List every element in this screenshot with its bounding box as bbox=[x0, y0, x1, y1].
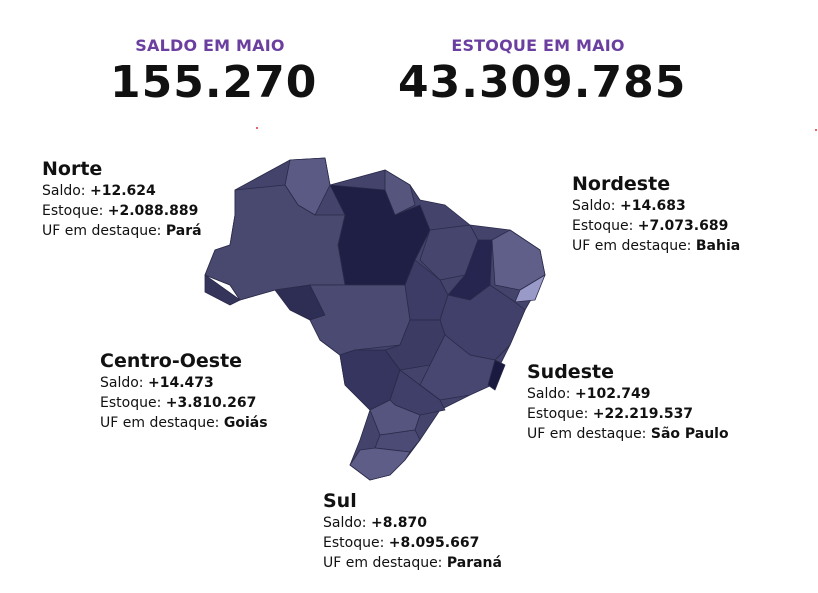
region-block: Nordeste Saldo: +14.683 Estoque: +7.073.68… bbox=[572, 172, 740, 256]
region-name: Centro-Oeste bbox=[100, 350, 243, 372]
state-acre bbox=[204, 274, 241, 306]
field-value: +14.683 bbox=[619, 198, 686, 214]
field-value: Paraná bbox=[446, 555, 502, 571]
field-label: UF em destaque: bbox=[572, 238, 692, 254]
region-line: UF em destaque: Bahia bbox=[572, 236, 740, 256]
region-line: Estoque: +3.810.267 bbox=[100, 393, 268, 413]
field-label: Saldo: bbox=[42, 183, 86, 199]
field-label: Estoque: bbox=[572, 218, 634, 234]
state-rio-grande-sul bbox=[349, 447, 411, 481]
region-name: Nordeste bbox=[572, 173, 671, 195]
region-line: UF em destaque: Goiás bbox=[100, 413, 268, 433]
field-label: UF em destaque: bbox=[323, 555, 443, 571]
region-line: UF em destaque: Pará bbox=[42, 221, 202, 241]
field-label: UF em destaque: bbox=[527, 426, 647, 442]
marker-dot bbox=[256, 127, 258, 129]
region-line: Estoque: +7.073.689 bbox=[572, 216, 740, 236]
field-value: Pará bbox=[165, 223, 202, 239]
region-line: Saldo: +14.473 bbox=[100, 373, 268, 393]
state-minas-gerais bbox=[419, 334, 496, 401]
region-name: Norte bbox=[42, 158, 103, 180]
field-label: Saldo: bbox=[323, 515, 367, 531]
region-line: Saldo: +8.870 bbox=[323, 513, 502, 533]
kpi-value: 155.270 bbox=[110, 57, 318, 108]
field-value: +12.624 bbox=[89, 183, 156, 199]
field-value: +22.219.537 bbox=[592, 406, 694, 422]
field-value: +14.473 bbox=[147, 375, 214, 391]
state-santa-catarina bbox=[374, 429, 421, 453]
region-line: Estoque: +2.088.889 bbox=[42, 201, 202, 221]
field-label: Estoque: bbox=[323, 535, 385, 551]
field-value: Goiás bbox=[223, 415, 268, 431]
state-espirito-santo bbox=[487, 359, 506, 391]
marker-dot bbox=[815, 129, 817, 131]
field-value: +2.088.889 bbox=[107, 203, 199, 219]
region-line: UF em destaque: São Paulo bbox=[527, 424, 729, 444]
region-block: Norte Saldo: +12.624 Estoque: +2.088.889 UF… bbox=[42, 157, 202, 241]
region-name: Sudeste bbox=[527, 361, 614, 383]
region-line: Estoque: +8.095.667 bbox=[323, 533, 502, 553]
region-block: Sudeste Saldo: +102.749 Estoque: +22.219.5… bbox=[527, 360, 729, 444]
field-label: UF em destaque: bbox=[100, 415, 220, 431]
field-label: Estoque: bbox=[100, 395, 162, 411]
kpi-value: 43.309.785 bbox=[398, 57, 687, 108]
field-label: Saldo: bbox=[100, 375, 144, 391]
region-block: Sul Saldo: +8.870 Estoque: +8.095.667 UF em… bbox=[323, 489, 502, 573]
field-label: Estoque: bbox=[42, 203, 104, 219]
field-value: Bahia bbox=[695, 238, 741, 254]
region-line: Saldo: +12.624 bbox=[42, 181, 202, 201]
field-label: Saldo: bbox=[572, 198, 616, 214]
field-value: +7.073.689 bbox=[637, 218, 729, 234]
state-mato-grosso bbox=[309, 284, 411, 356]
field-value: +3.810.267 bbox=[165, 395, 257, 411]
region-line: Estoque: +22.219.537 bbox=[527, 404, 729, 424]
kpi-saldo: SALDO EM MAIO 155.270 bbox=[110, 36, 318, 108]
field-value: +8.870 bbox=[370, 515, 427, 531]
state-alagoas bbox=[514, 274, 546, 303]
kpi-label: ESTOQUE EM MAIO bbox=[451, 36, 625, 55]
field-label: UF em destaque: bbox=[42, 223, 162, 239]
kpi-estoque: ESTOQUE EM MAIO 43.309.785 bbox=[398, 36, 687, 108]
region-line: Saldo: +102.749 bbox=[527, 384, 729, 404]
state-goias bbox=[384, 319, 446, 371]
field-value: +8.095.667 bbox=[388, 535, 480, 551]
field-value: +102.749 bbox=[574, 386, 651, 402]
field-value: São Paulo bbox=[650, 426, 729, 442]
field-label: Estoque: bbox=[527, 406, 589, 422]
region-line: UF em destaque: Paraná bbox=[323, 553, 502, 573]
kpi-label: SALDO EM MAIO bbox=[135, 36, 285, 55]
region-block: Centro-Oeste Saldo: +14.473 Estoque: +3.81… bbox=[100, 349, 268, 433]
region-name: Sul bbox=[323, 490, 357, 512]
field-label: Saldo: bbox=[527, 386, 571, 402]
region-line: Saldo: +14.683 bbox=[572, 196, 740, 216]
